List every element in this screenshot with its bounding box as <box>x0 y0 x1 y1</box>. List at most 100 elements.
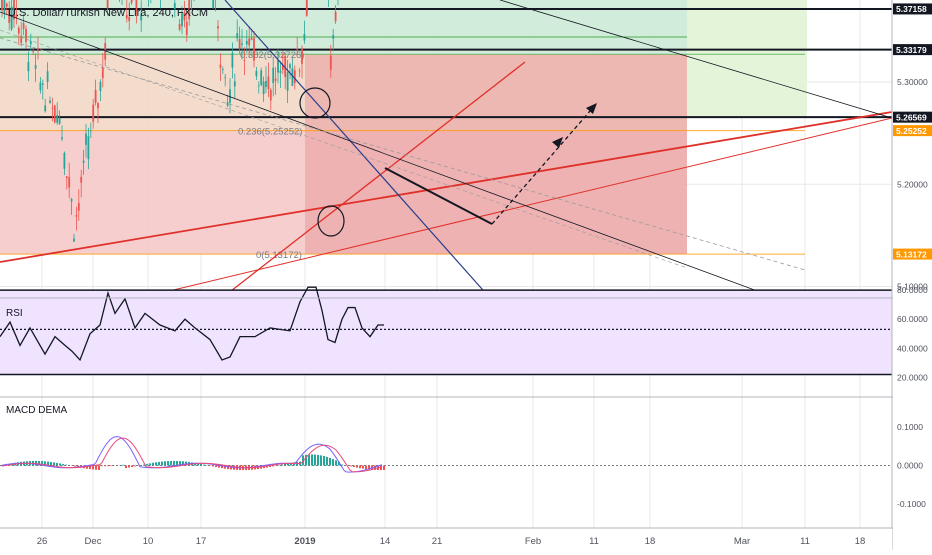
candle-body <box>30 41 32 44</box>
macd-tick-label: 0.0000 <box>897 461 923 471</box>
macd-histogram-bar <box>356 466 358 468</box>
candle-body <box>90 130 92 131</box>
macd-histogram-bar <box>149 463 151 465</box>
candle-body <box>61 137 63 139</box>
candle-body <box>83 161 85 163</box>
time-tick-label: 10 <box>143 536 154 547</box>
candle-body <box>42 84 44 85</box>
candle-body <box>100 82 102 91</box>
macd-histogram-bar <box>53 462 55 465</box>
candle-body <box>280 71 282 73</box>
macd-histogram-bar <box>56 463 58 466</box>
macd-histogram-bar <box>134 466 136 467</box>
macd-histogram-bar <box>128 466 130 468</box>
macd-histogram-bar <box>320 455 322 465</box>
candle-body <box>258 86 260 87</box>
macd-histogram-bar <box>62 464 64 465</box>
macd-histogram-bar <box>326 457 328 466</box>
candle-body <box>263 81 265 94</box>
candle-body <box>186 22 188 35</box>
candle-body <box>234 81 236 86</box>
time-tick-label: 11 <box>800 536 810 547</box>
candle-body <box>131 0 133 3</box>
macd-histogram-bar <box>110 466 112 467</box>
time-tick-label: 11 <box>589 536 599 547</box>
candle-body <box>40 83 42 91</box>
candle-body <box>289 64 291 68</box>
price-marker-label: 5.26569 <box>896 112 927 122</box>
candle-body <box>222 69 224 70</box>
candle-body <box>66 176 68 178</box>
candle-body <box>54 106 56 123</box>
candle-body <box>44 106 46 112</box>
candle-body <box>179 24 181 30</box>
candle-body <box>68 177 70 187</box>
candle-body <box>294 70 296 83</box>
candle-body <box>88 136 90 159</box>
fib-level-label: 0(5.13172) <box>256 250 302 261</box>
rsi-tick-label: 80.0000 <box>897 285 928 295</box>
macd-histogram-bar <box>329 458 331 466</box>
candle-body <box>35 65 37 69</box>
macd-histogram-bar <box>74 466 76 467</box>
candle-body <box>97 103 99 108</box>
macd-histogram-bar <box>332 459 334 465</box>
rsi-tick-label: 60.0000 <box>897 314 928 324</box>
rsi-tick-label: 40.0000 <box>897 343 928 353</box>
candle-body <box>251 38 253 40</box>
price-marker-label: 5.37158 <box>896 4 927 14</box>
candle-body <box>59 118 61 124</box>
fib-level-label: 0.236(5.25252) <box>238 127 302 138</box>
candle-body <box>217 26 219 28</box>
time-axis-bg <box>0 529 892 550</box>
candle-body <box>236 33 238 38</box>
macd-histogram-bar <box>212 466 214 467</box>
macd-histogram-bar <box>362 466 364 469</box>
fib-retracement: 1(5.64359)0.786(5.53405)0.618(5.44805)0.… <box>0 0 807 261</box>
macd-histogram-bar <box>122 465 124 466</box>
macd-histogram-bar <box>350 466 352 467</box>
time-tick-label: 18 <box>855 536 866 547</box>
candle-body <box>1 0 3 10</box>
macd-histogram-bar <box>152 463 154 466</box>
candle-body <box>85 134 87 145</box>
price-marker-label: 5.25252 <box>896 126 927 136</box>
macd-histogram-bar <box>98 466 100 470</box>
rsi-title: RSI <box>6 308 23 319</box>
rsi-tick-label: 20.0000 <box>897 372 928 382</box>
candle-body <box>253 38 255 60</box>
candle-body <box>220 65 222 68</box>
macd-histogram-bar <box>308 455 310 466</box>
macd-histogram-bar <box>155 462 157 465</box>
macd-pane-bg <box>0 398 892 528</box>
candle-body <box>229 89 231 103</box>
candle-body <box>299 71 301 72</box>
candle-body <box>52 108 54 109</box>
candle-body <box>265 81 267 87</box>
candle-body <box>272 68 274 83</box>
candle-body <box>78 203 80 211</box>
candle-body <box>25 29 27 42</box>
macd-histogram-bar <box>65 465 67 466</box>
price-marker-label: 5.13172 <box>896 249 927 259</box>
candle-body <box>56 115 58 123</box>
time-tick-label: 14 <box>380 536 391 547</box>
macd-histogram-bar <box>101 466 103 467</box>
candle-body <box>268 76 270 88</box>
candle-body <box>332 35 334 39</box>
macd-histogram-bar <box>311 454 313 465</box>
macd-histogram-bar <box>215 466 217 468</box>
candle-body <box>71 199 73 201</box>
macd-histogram-bar <box>200 464 202 466</box>
candle-body <box>244 60 246 61</box>
fib-level-label: 0.382(5.32726) <box>240 50 304 61</box>
time-tick-label: 17 <box>196 536 207 547</box>
macd-histogram-bar <box>359 466 361 469</box>
macd-histogram-bar <box>161 462 163 466</box>
macd-histogram-bar <box>323 456 325 465</box>
candle-body <box>73 238 75 241</box>
macd-histogram-bar <box>173 461 175 466</box>
candle-body <box>80 177 82 183</box>
